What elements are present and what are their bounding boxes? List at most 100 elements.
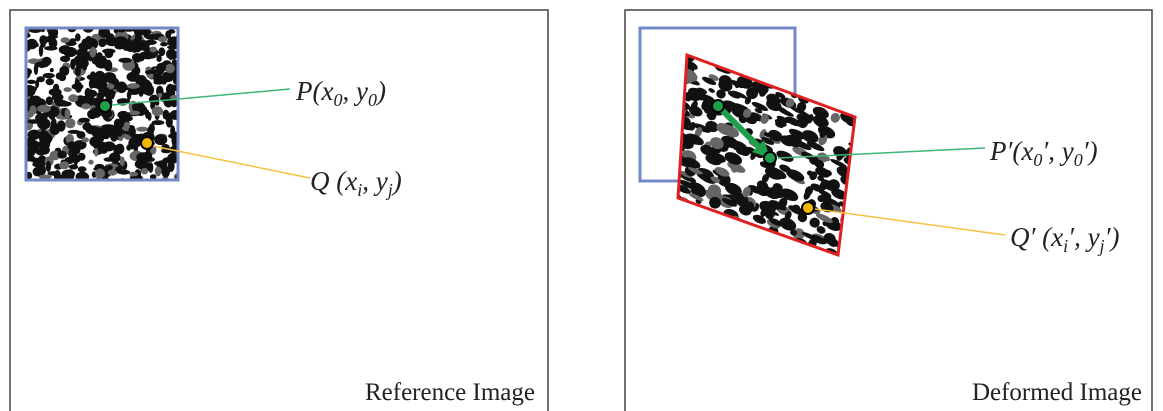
speckle <box>661 89 675 100</box>
speckle <box>808 264 820 273</box>
speckle <box>662 108 677 121</box>
speckle <box>48 171 60 176</box>
speckle <box>753 269 767 279</box>
speckle <box>773 277 793 290</box>
speckle <box>643 205 655 216</box>
speckle <box>786 61 799 75</box>
speckle <box>708 214 720 227</box>
speckle <box>809 71 821 85</box>
speckle <box>704 239 718 250</box>
speckle <box>783 52 792 61</box>
speckle <box>657 106 673 121</box>
speckle <box>152 106 163 116</box>
speckle <box>64 49 77 55</box>
speckle <box>132 49 137 53</box>
speckle <box>751 28 765 40</box>
speckle <box>855 157 866 168</box>
label-text: ) <box>391 166 402 196</box>
speckle <box>862 110 880 126</box>
speckle <box>819 73 830 83</box>
speckle <box>120 156 125 166</box>
speckle <box>830 255 843 269</box>
speckle <box>722 235 735 248</box>
speckle <box>645 182 659 194</box>
speckle <box>666 150 678 161</box>
speckle <box>723 257 740 272</box>
speckle <box>697 40 707 53</box>
speckle <box>107 91 115 100</box>
speckle <box>662 215 671 226</box>
speckle <box>723 40 742 55</box>
speckle <box>734 29 755 45</box>
speckle <box>858 74 879 90</box>
speckle <box>762 243 771 254</box>
speckle <box>837 60 857 76</box>
panel-caption: Deformed Image <box>972 379 1142 406</box>
speckle <box>643 198 654 209</box>
speckle <box>854 96 868 106</box>
speckle <box>825 265 837 276</box>
speckle <box>664 104 674 113</box>
speckle <box>653 193 662 202</box>
speckle <box>687 237 709 254</box>
speckle <box>855 148 875 162</box>
label-text: y <box>1085 222 1100 252</box>
speckle <box>748 227 760 236</box>
speckle <box>746 30 756 40</box>
speckle <box>826 71 838 82</box>
speckle <box>829 82 847 95</box>
speckle <box>860 181 879 194</box>
speckle <box>670 86 683 99</box>
speckle <box>94 148 98 157</box>
speckle <box>169 51 174 60</box>
speckle <box>721 35 737 49</box>
speckle <box>695 246 709 257</box>
label-text: ′, <box>1042 136 1061 166</box>
speckle <box>662 93 673 104</box>
speckle <box>162 73 170 80</box>
speckle <box>154 134 167 145</box>
speckle <box>625 206 637 217</box>
speckle <box>733 236 742 245</box>
speckle <box>68 130 81 134</box>
speckle <box>780 248 799 261</box>
point-label: Q′ (xi​′, yj​′) <box>1010 222 1119 256</box>
speckle <box>673 214 693 229</box>
speckle <box>78 42 92 50</box>
speckle <box>876 129 896 143</box>
speckle <box>657 183 675 195</box>
speckle <box>124 122 130 130</box>
speckle <box>722 229 739 244</box>
label-text: Q′ ( <box>1010 222 1053 252</box>
speckle <box>87 110 97 120</box>
speckle <box>881 86 898 100</box>
speckle <box>167 84 173 90</box>
speckle <box>75 66 81 77</box>
speckle <box>633 215 650 231</box>
speckle <box>75 33 81 41</box>
speckle <box>831 63 846 77</box>
speckle <box>619 205 628 214</box>
speckle <box>753 33 767 44</box>
speckle <box>63 87 71 92</box>
point-p-deformed <box>764 152 776 164</box>
speckle <box>46 78 54 85</box>
speckle <box>891 86 911 100</box>
speckle <box>642 186 663 201</box>
speckle <box>791 277 806 290</box>
speckle <box>165 64 175 74</box>
speckle <box>37 105 51 113</box>
speckle <box>909 97 920 109</box>
speckle <box>708 4 724 19</box>
speckle <box>711 42 720 50</box>
speckle <box>636 203 648 217</box>
speckle <box>862 82 877 94</box>
speckle <box>680 38 701 54</box>
speckle <box>805 46 825 63</box>
speckle <box>109 152 121 162</box>
speckle <box>821 59 842 77</box>
speckle <box>814 88 832 101</box>
speckle <box>729 30 747 44</box>
speckle <box>121 115 133 121</box>
speckle <box>878 104 894 118</box>
